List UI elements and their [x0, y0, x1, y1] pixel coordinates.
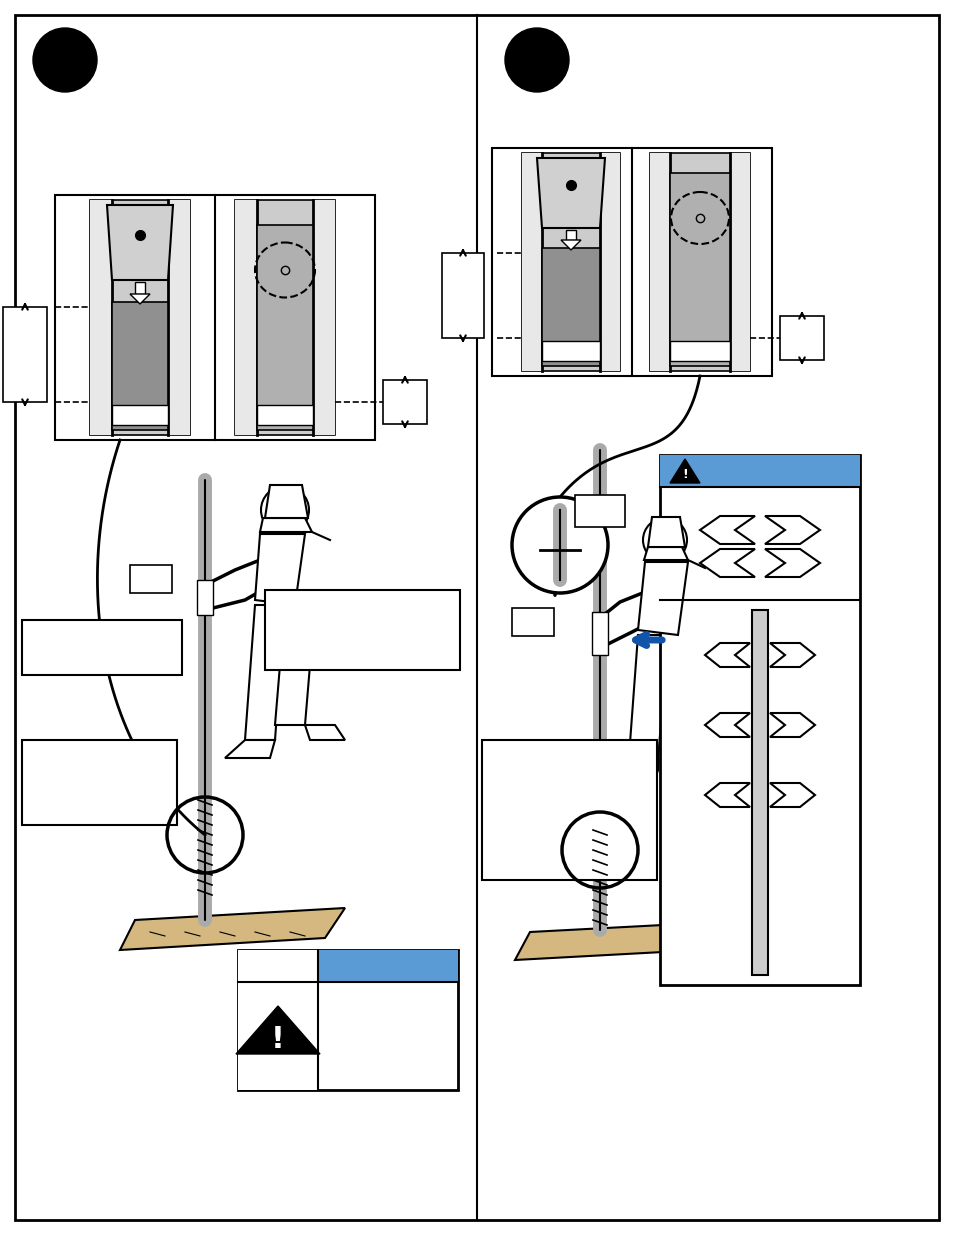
Polygon shape: [658, 635, 698, 760]
Circle shape: [33, 28, 97, 91]
Polygon shape: [704, 713, 749, 737]
Polygon shape: [260, 517, 312, 532]
Polygon shape: [265, 485, 308, 517]
Bar: [751, 610, 767, 974]
Polygon shape: [515, 923, 720, 960]
Polygon shape: [700, 550, 754, 577]
Circle shape: [504, 28, 568, 91]
Bar: [168, 200, 190, 435]
Polygon shape: [537, 158, 604, 228]
Bar: [256, 405, 313, 425]
Bar: [521, 153, 541, 370]
Polygon shape: [627, 635, 667, 769]
Bar: [313, 200, 335, 435]
Polygon shape: [704, 643, 749, 667]
Bar: [112, 303, 168, 430]
Bar: [90, 200, 190, 435]
Bar: [541, 248, 599, 366]
Polygon shape: [687, 760, 724, 776]
Polygon shape: [700, 516, 754, 543]
Polygon shape: [769, 713, 814, 737]
Bar: [237, 950, 317, 1091]
Bar: [55, 195, 375, 440]
Polygon shape: [769, 783, 814, 806]
Bar: [521, 153, 619, 370]
Circle shape: [512, 496, 607, 593]
Bar: [541, 341, 599, 361]
Bar: [669, 173, 729, 366]
Bar: [669, 341, 729, 361]
Bar: [3, 308, 47, 403]
Bar: [659, 454, 859, 487]
Polygon shape: [560, 240, 580, 249]
Polygon shape: [607, 769, 658, 788]
Bar: [256, 225, 313, 430]
Bar: [780, 316, 823, 359]
Polygon shape: [764, 550, 820, 577]
Polygon shape: [647, 517, 684, 547]
Polygon shape: [669, 459, 700, 483]
Bar: [565, 230, 576, 240]
Bar: [649, 153, 669, 370]
Bar: [112, 405, 168, 425]
Polygon shape: [592, 613, 607, 655]
Polygon shape: [235, 1007, 319, 1053]
Polygon shape: [245, 605, 285, 740]
Bar: [649, 153, 749, 370]
Text: !: !: [681, 468, 687, 480]
Bar: [441, 253, 483, 338]
Polygon shape: [130, 294, 150, 304]
Bar: [22, 620, 182, 676]
Bar: [481, 740, 657, 881]
Circle shape: [261, 487, 309, 534]
Bar: [130, 564, 172, 593]
Polygon shape: [769, 643, 814, 667]
Polygon shape: [107, 205, 172, 280]
Bar: [234, 200, 256, 435]
Bar: [492, 148, 771, 375]
Bar: [729, 153, 749, 370]
Polygon shape: [225, 740, 274, 758]
Bar: [382, 380, 427, 424]
Text: !: !: [271, 1025, 285, 1055]
Bar: [317, 950, 457, 982]
Polygon shape: [638, 562, 687, 635]
Bar: [234, 200, 335, 435]
Bar: [659, 454, 859, 986]
Polygon shape: [764, 516, 820, 543]
Bar: [22, 740, 177, 825]
Circle shape: [642, 517, 686, 562]
Polygon shape: [254, 534, 305, 605]
Bar: [599, 153, 619, 370]
Bar: [237, 950, 457, 1091]
Polygon shape: [704, 783, 749, 806]
Bar: [575, 495, 624, 527]
Bar: [90, 200, 112, 435]
Polygon shape: [305, 725, 345, 740]
Polygon shape: [643, 547, 687, 559]
Bar: [265, 590, 459, 671]
Polygon shape: [120, 908, 345, 950]
Bar: [512, 608, 554, 636]
Bar: [135, 282, 145, 294]
Polygon shape: [196, 580, 213, 615]
Polygon shape: [274, 605, 314, 725]
